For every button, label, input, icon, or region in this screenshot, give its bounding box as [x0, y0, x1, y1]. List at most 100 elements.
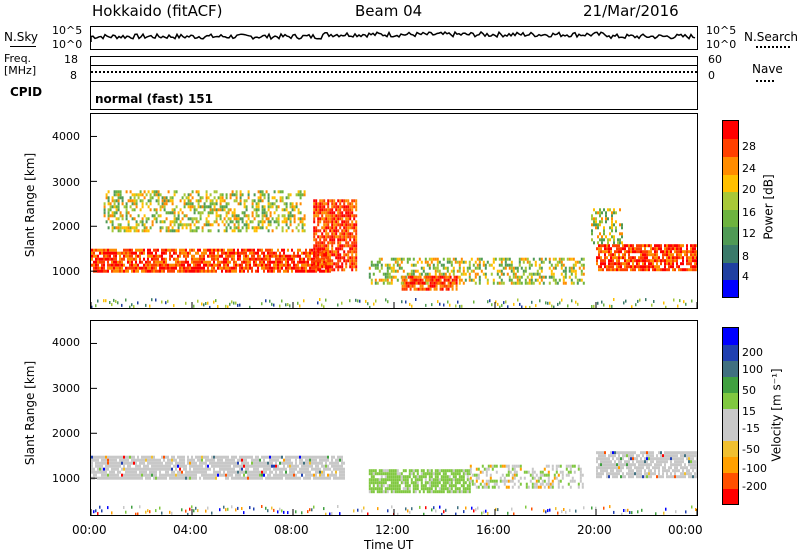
echo-cell [390, 257, 393, 261]
echo-cell [185, 301, 187, 305]
echo-cell [157, 260, 159, 264]
echo-cell [147, 473, 149, 477]
echo-cell [237, 476, 239, 480]
echo-cell [403, 287, 406, 291]
echo-cell [301, 193, 304, 197]
echo-cell [271, 470, 273, 474]
echo-cell [129, 199, 132, 203]
echo-cell [97, 464, 99, 468]
echo-cell [239, 263, 241, 267]
echo-cell [455, 284, 458, 288]
echo-cell [368, 275, 371, 279]
echo-cell [287, 254, 289, 258]
echo-cell [597, 211, 599, 215]
echo-cell [223, 229, 226, 233]
echo-cell [434, 472, 437, 476]
echo-cell [161, 226, 164, 230]
echo-cell [380, 481, 383, 485]
echo-cell [339, 247, 342, 251]
echo-cell [291, 467, 293, 471]
echo-cell [343, 232, 346, 236]
echo-cell [650, 475, 652, 479]
echo-cell [658, 247, 660, 251]
echo-cell [632, 472, 634, 476]
echo-cell [460, 475, 463, 479]
echo-cell [612, 472, 614, 476]
echo-cell [273, 202, 276, 206]
echo-cell [331, 220, 334, 224]
echo-cell [411, 275, 414, 279]
echo-cell [616, 265, 618, 269]
echo-cell [464, 472, 467, 476]
echo-cell [431, 278, 434, 282]
echo-cell [163, 208, 166, 212]
echo-cell [293, 266, 295, 270]
echo-cell [311, 266, 313, 270]
echo-cell [201, 458, 203, 462]
echo-cell [406, 481, 409, 485]
echo-cell [137, 214, 140, 218]
echo-cell [640, 475, 642, 479]
echo-cell [682, 469, 684, 473]
colorbar-segment [723, 138, 738, 158]
echo-cell [191, 269, 193, 273]
echo-cell [406, 257, 409, 261]
colorbar-segment [723, 376, 738, 393]
echo-cell [171, 269, 173, 273]
echo-cell [251, 226, 254, 230]
echo-cell [175, 476, 177, 480]
echo-cell [267, 229, 270, 233]
echo-cell [325, 223, 328, 227]
echo-cell [213, 473, 215, 477]
echo-cell [458, 481, 461, 485]
echo-cell [597, 241, 599, 245]
echo-cell [101, 269, 103, 273]
echo-cell [420, 478, 423, 482]
echo-cell [593, 217, 595, 221]
echo-cell [147, 260, 149, 264]
echo-cell [299, 217, 302, 221]
echo-cell [419, 284, 422, 288]
echo-cell [650, 463, 652, 467]
echo-cell [103, 266, 105, 270]
echo-cell [396, 260, 399, 264]
echo-cell [257, 470, 259, 474]
echo-cell [113, 190, 116, 194]
echo-cell [323, 226, 326, 230]
echo-cell [293, 257, 295, 261]
echo-cell [165, 257, 167, 261]
echo-cell [620, 475, 622, 479]
echo-cell [462, 475, 465, 479]
echo-cell [630, 268, 632, 272]
echo-cell [427, 278, 430, 282]
echo-cell [91, 470, 93, 474]
echo-cell [243, 511, 245, 515]
echo-cell [600, 472, 602, 476]
echo-cell [133, 193, 136, 197]
echo-cell [225, 461, 227, 465]
echo-cell [468, 472, 471, 476]
echo-cell [129, 467, 131, 471]
echo-cell [251, 248, 253, 252]
echo-cell [131, 226, 134, 230]
echo-cell [259, 196, 262, 200]
echo-cell [191, 190, 194, 194]
echo-cell [680, 457, 682, 461]
echo-cell [660, 244, 662, 248]
echo-cell [235, 214, 238, 218]
echo-cell [557, 482, 560, 486]
echo-cell [462, 487, 465, 491]
echo-cell [610, 460, 612, 464]
echo-cell [313, 226, 316, 230]
echo-cell [658, 244, 660, 248]
echo-cell [143, 190, 146, 194]
echo-cell [145, 217, 148, 221]
echo-cell [261, 505, 263, 508]
power-cbar-tick-28: 28 [742, 140, 756, 153]
echo-cell [149, 199, 152, 203]
echo-cell [239, 199, 242, 203]
echo-cell [618, 256, 620, 260]
echo-cell [183, 202, 186, 206]
echo-cell [339, 244, 342, 248]
echo-cell [417, 278, 420, 282]
